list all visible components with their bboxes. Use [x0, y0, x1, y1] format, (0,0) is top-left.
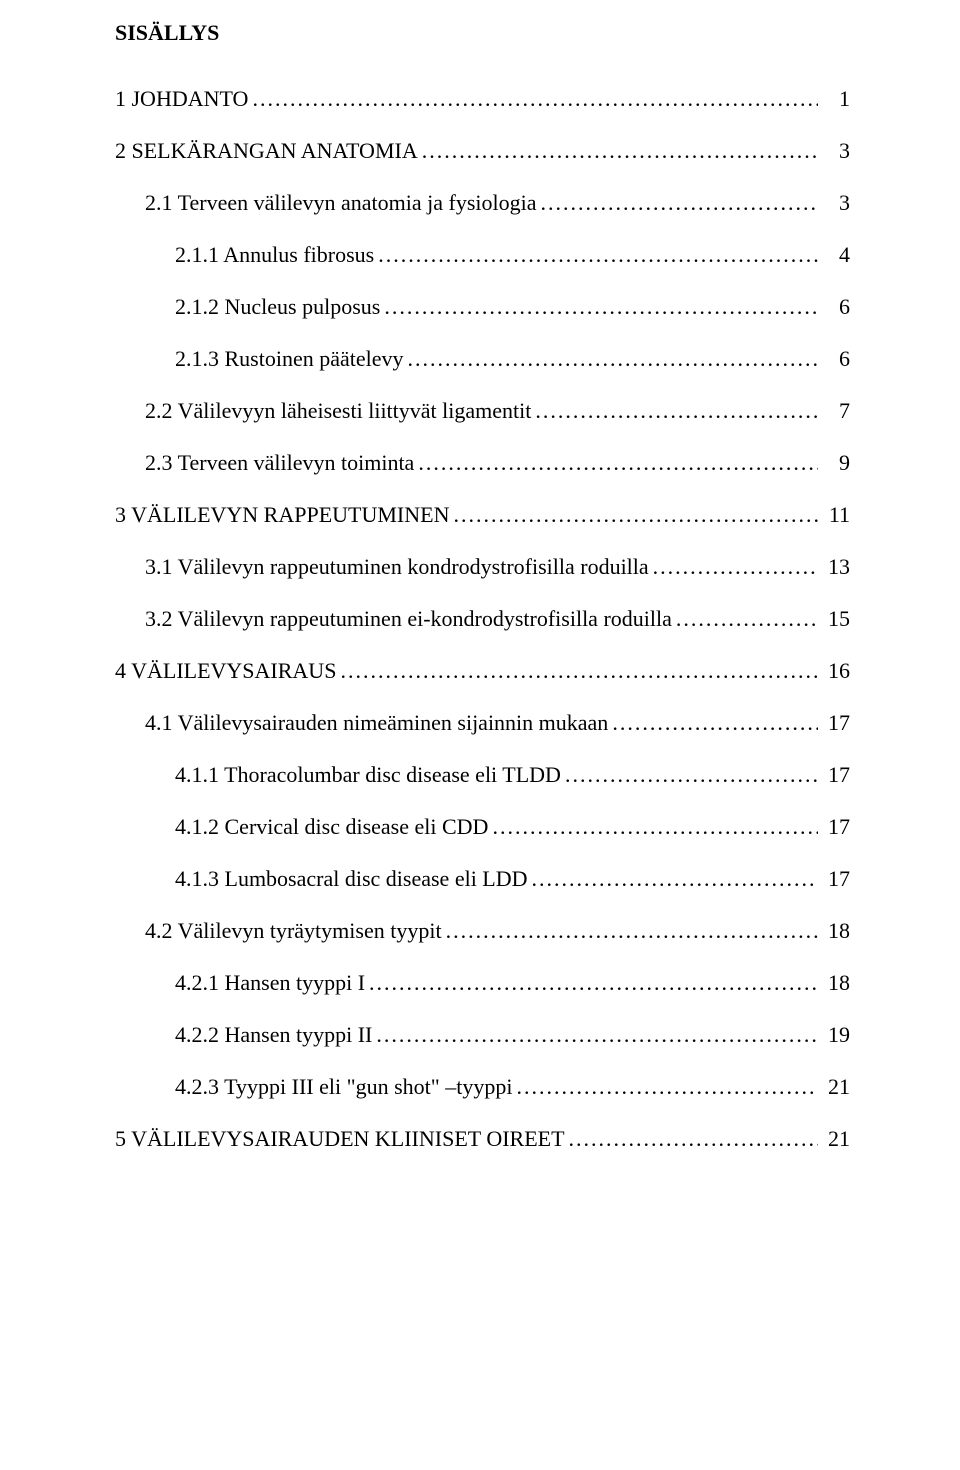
toc-entry-label: 2.3 Terveen välilevyn toiminta	[145, 450, 414, 476]
toc-line: 3.2 Välilevyn rappeutuminen ei-kondrodys…	[145, 606, 850, 632]
toc-entry-page: 21	[822, 1126, 850, 1152]
toc-entry-label: 2.1.2 Nucleus pulposus	[175, 294, 380, 320]
toc-entry-page: 17	[822, 710, 850, 736]
toc-entry-label: 4.1.3 Lumbosacral disc disease eli LDD	[175, 866, 528, 892]
toc-entry-page: 15	[822, 606, 850, 632]
toc-entry-page: 17	[822, 814, 850, 840]
toc-entry-label: 4.2.1 Hansen tyyppi I	[175, 970, 365, 996]
toc-line: 1 JOHDANTO 1	[115, 86, 850, 112]
toc-line: 4 VÄLILEVYSAIRAUS 16	[115, 658, 850, 684]
toc-line: 3.1 Välilevyn rappeutuminen kondrodystro…	[145, 554, 850, 580]
toc-leader-dots	[653, 554, 818, 580]
toc-entry-page: 6	[822, 346, 850, 372]
toc-leader-dots	[340, 658, 818, 684]
toc-entry-label: 5 VÄLILEVYSAIRAUDEN KLIINISET OIREET	[115, 1126, 565, 1152]
toc-entry-label: 4 VÄLILEVYSAIRAUS	[115, 658, 336, 684]
toc-line: 2.3 Terveen välilevyn toiminta 9	[145, 450, 850, 476]
toc-leader-dots	[453, 502, 818, 528]
toc-line: 2.1 Terveen välilevyn anatomia ja fysiol…	[145, 190, 850, 216]
toc-line: 4.2.2 Hansen tyyppi II 19	[175, 1022, 850, 1048]
toc-line: 4.1 Välilevysairauden nimeäminen sijainn…	[145, 710, 850, 736]
toc-entry-page: 13	[822, 554, 850, 580]
toc-entry-page: 4	[822, 242, 850, 268]
toc-entry-label: 2 SELKÄRANGAN ANATOMIA	[115, 138, 418, 164]
toc-leader-dots	[676, 606, 818, 632]
toc-entry-page: 19	[822, 1022, 850, 1048]
toc-line: 4.1.3 Lumbosacral disc disease eli LDD 17	[175, 866, 850, 892]
toc-entry-page: 17	[822, 866, 850, 892]
toc-leader-dots	[378, 242, 818, 268]
toc-line: 2.1.2 Nucleus pulposus 6	[175, 294, 850, 320]
toc-leader-dots	[369, 970, 818, 996]
table-of-contents: 1 JOHDANTO 1 2 SELKÄRANGAN ANATOMIA 3 2.1 Te…	[115, 86, 850, 1152]
toc-line: 4.1.2 Cervical disc disease eli CDD 17	[175, 814, 850, 840]
toc-leader-dots	[541, 190, 819, 216]
toc-entry-label: 3.1 Välilevyn rappeutuminen kondrodystro…	[145, 554, 649, 580]
toc-entry-label: 2.1.1 Annulus fibrosus	[175, 242, 374, 268]
toc-leader-dots	[492, 814, 818, 840]
toc-entry-label: 4.1.1 Thoracolumbar disc disease eli TLD…	[175, 762, 561, 788]
toc-entry-label: 3 VÄLILEVYN RAPPEUTUMINEN	[115, 502, 449, 528]
toc-line: 2 SELKÄRANGAN ANATOMIA 3	[115, 138, 850, 164]
toc-entry-page: 18	[822, 918, 850, 944]
toc-entry-page: 16	[822, 658, 850, 684]
toc-line: 4.2 Välilevyn tyräytymisen tyypit 18	[145, 918, 850, 944]
toc-entry-page: 11	[822, 502, 850, 528]
toc-leader-dots	[252, 86, 818, 112]
toc-leader-dots	[422, 138, 818, 164]
toc-line: 2.1.3 Rustoinen päätelevy 6	[175, 346, 850, 372]
toc-leader-dots	[565, 762, 818, 788]
toc-leader-dots	[535, 398, 818, 424]
toc-leader-dots	[418, 450, 818, 476]
toc-entry-page: 1	[822, 86, 850, 112]
toc-line: 4.1.1 Thoracolumbar disc disease eli TLD…	[175, 762, 850, 788]
toc-entry-page: 21	[822, 1074, 850, 1100]
toc-leader-dots	[612, 710, 818, 736]
toc-entry-page: 7	[822, 398, 850, 424]
toc-entry-page: 18	[822, 970, 850, 996]
toc-leader-dots	[376, 1022, 818, 1048]
toc-leader-dots	[384, 294, 818, 320]
toc-entry-label: 4.2.2 Hansen tyyppi II	[175, 1022, 372, 1048]
toc-line: 4.2.3 Tyyppi III eli "gun shot" –tyyppi 2…	[175, 1074, 850, 1100]
toc-leader-dots	[516, 1074, 818, 1100]
toc-entry-label: 4.1 Välilevysairauden nimeäminen sijainn…	[145, 710, 608, 736]
toc-entry-label: 4.2 Välilevyn tyräytymisen tyypit	[145, 918, 442, 944]
toc-leader-dots	[408, 346, 818, 372]
toc-entry-label: 2.2 Välilevyyn läheisesti liittyvät liga…	[145, 398, 531, 424]
toc-entry-label: 2.1 Terveen välilevyn anatomia ja fysiol…	[145, 190, 537, 216]
toc-entry-page: 9	[822, 450, 850, 476]
toc-line: 5 VÄLILEVYSAIRAUDEN KLIINISET OIREET 21	[115, 1126, 850, 1152]
toc-entry-label: 1 JOHDANTO	[115, 86, 248, 112]
toc-line: 2.1.1 Annulus fibrosus 4	[175, 242, 850, 268]
toc-leader-dots	[446, 918, 818, 944]
toc-entry-label: 4.2.3 Tyyppi III eli "gun shot" –tyyppi	[175, 1074, 512, 1100]
toc-entry-page: 17	[822, 762, 850, 788]
toc-line: 3 VÄLILEVYN RAPPEUTUMINEN 11	[115, 502, 850, 528]
toc-line: 4.2.1 Hansen tyyppi I 18	[175, 970, 850, 996]
toc-entry-label: 2.1.3 Rustoinen päätelevy	[175, 346, 404, 372]
toc-line: 2.2 Välilevyyn läheisesti liittyvät liga…	[145, 398, 850, 424]
document-title: SISÄLLYS	[115, 20, 850, 46]
toc-entry-label: 4.1.2 Cervical disc disease eli CDD	[175, 814, 488, 840]
toc-entry-page: 3	[822, 190, 850, 216]
toc-entry-label: 3.2 Välilevyn rappeutuminen ei-kondrodys…	[145, 606, 672, 632]
page-container: SISÄLLYS 1 JOHDANTO 1 2 SELKÄRANGAN ANATOM…	[0, 0, 960, 1470]
toc-leader-dots	[569, 1126, 818, 1152]
toc-entry-page: 3	[822, 138, 850, 164]
toc-leader-dots	[532, 866, 818, 892]
toc-entry-page: 6	[822, 294, 850, 320]
